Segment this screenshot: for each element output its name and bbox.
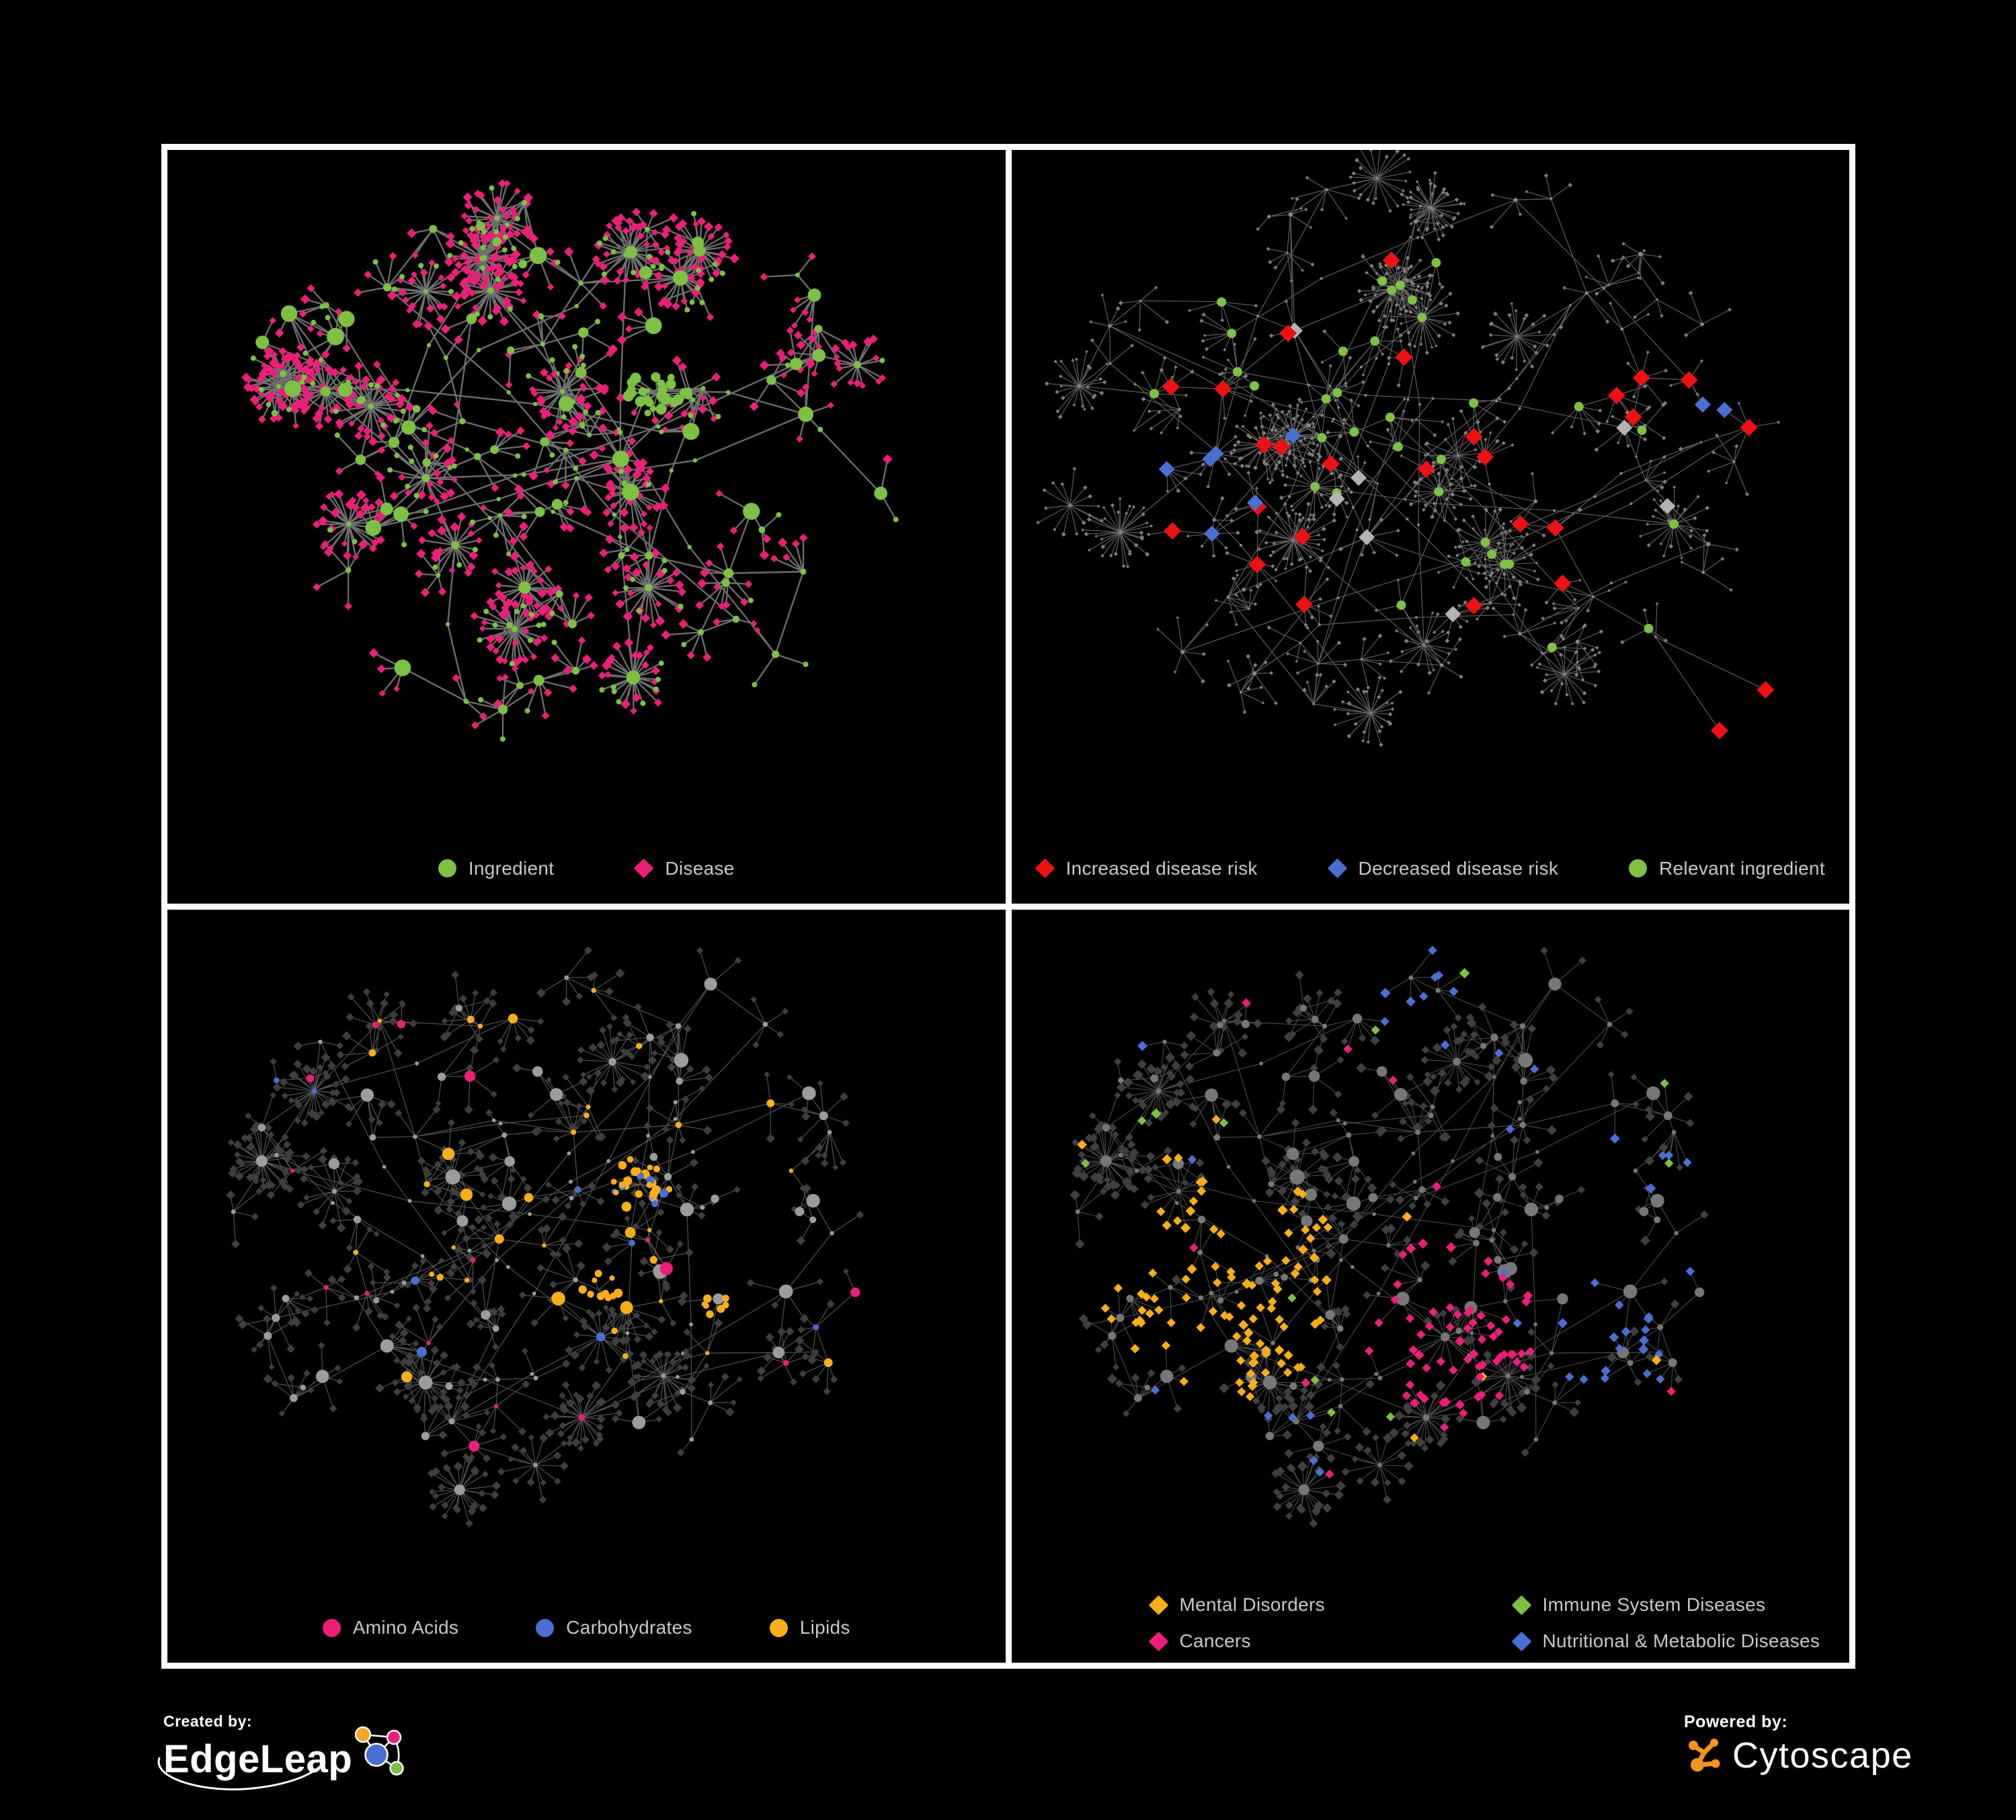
panel-nutrients: Amino Acids Carbohydrates Lipids: [167, 909, 1006, 1663]
legend-marker-circle: [536, 1618, 555, 1637]
legend-label: Nutritional & Metabolic Diseases: [1542, 1630, 1820, 1651]
network-canvas-ingredient-disease: [241, 179, 899, 742]
panel-disease-classes: Mental Disorders Immune System Diseases Ca…: [1011, 909, 1849, 1663]
network-canvas-nutrients: [226, 945, 864, 1528]
legend-marker-circle: [438, 859, 456, 877]
legend-item-disease-classes-2: Cancers: [1148, 1630, 1513, 1652]
legend-item-disease-classes-0: Mental Disorders: [1148, 1594, 1513, 1616]
legend-disease-risk: Increased disease risk Decreased disease …: [1012, 858, 1850, 879]
legend-marker-diamond: [1148, 1595, 1168, 1615]
legend-label: Cancers: [1179, 1630, 1251, 1651]
edgeleap-credit: Created by: EdgeLeap: [157, 1712, 411, 1790]
legend-item-disease-risk-1: Decreased disease risk: [1327, 857, 1559, 879]
legend-item-disease-risk-2: Relevant ingredient: [1629, 858, 1825, 879]
cytoscape-logo-icon: [1689, 1739, 1720, 1772]
panel-disease-risk: Increased disease risk Decreased disease …: [1011, 150, 1850, 904]
edgeleap-logo-icon: [354, 1726, 404, 1776]
legend-nutrients: Amino Acids Carbohydrates Lipids: [167, 1617, 1006, 1638]
legend-item-disease-risk-0: Increased disease risk: [1035, 857, 1258, 879]
legend-label: Increased disease risk: [1065, 857, 1258, 879]
legend-label: Decreased disease risk: [1358, 857, 1559, 879]
legend-item-disease-classes-1: Immune System Diseases: [1511, 1594, 1820, 1616]
network-canvas-disease-classes: [1069, 945, 1709, 1528]
cytoscape-credit: Powered by: Cytoscape: [1684, 1712, 1913, 1776]
legend-item-ingredient-disease-1: Disease: [634, 857, 735, 879]
legend-marker-diamond: [1035, 858, 1055, 879]
figure-grid: Ingredient Disease Increased disease risk…: [161, 144, 1855, 1669]
created-by-label: Created by:: [163, 1712, 253, 1730]
legend-item-disease-classes-3: Nutritional & Metabolic Diseases: [1511, 1630, 1820, 1652]
legend-marker-diamond: [1148, 1631, 1168, 1651]
legend-label: Lipids: [799, 1617, 850, 1638]
legend-label: Ingredient: [468, 857, 555, 879]
legend-marker-diamond: [1327, 858, 1347, 879]
legend-marker-circle: [322, 1618, 341, 1637]
legend-marker-diamond: [1511, 1631, 1531, 1651]
legend-label: Relevant ingredient: [1659, 857, 1825, 879]
legend-item-nutrients-2: Lipids: [769, 1617, 850, 1638]
legend-label: Immune System Diseases: [1542, 1594, 1766, 1615]
cytoscape-wordmark: Cytoscape: [1732, 1735, 1913, 1776]
legend-marker-circle: [769, 1618, 788, 1637]
network-canvas-disease-risk: [1035, 150, 1780, 747]
legend-disease-classes: Mental Disorders Immune System Diseases Ca…: [1148, 1594, 1820, 1652]
legend-item-nutrients-0: Amino Acids: [322, 1617, 459, 1638]
legend-marker-diamond: [634, 858, 654, 879]
legend-label: Carbohydrates: [566, 1617, 692, 1638]
edgeleap-wordmark: EdgeLeap: [163, 1737, 353, 1781]
legend-marker-circle: [1629, 859, 1648, 877]
legend-label: Amino Acids: [352, 1617, 459, 1638]
legend-item-ingredient-disease-0: Ingredient: [438, 858, 555, 879]
panel-ingredient-disease: Ingredient Disease: [167, 150, 1006, 904]
powered-by-label: Powered by:: [1684, 1712, 1788, 1731]
legend-marker-diamond: [1511, 1595, 1531, 1615]
legend-label: Mental Disorders: [1179, 1594, 1325, 1615]
legend-ingredient-disease: Ingredient Disease: [167, 858, 1006, 879]
legend-item-nutrients-1: Carbohydrates: [536, 1617, 692, 1638]
legend-label: Disease: [665, 857, 735, 879]
